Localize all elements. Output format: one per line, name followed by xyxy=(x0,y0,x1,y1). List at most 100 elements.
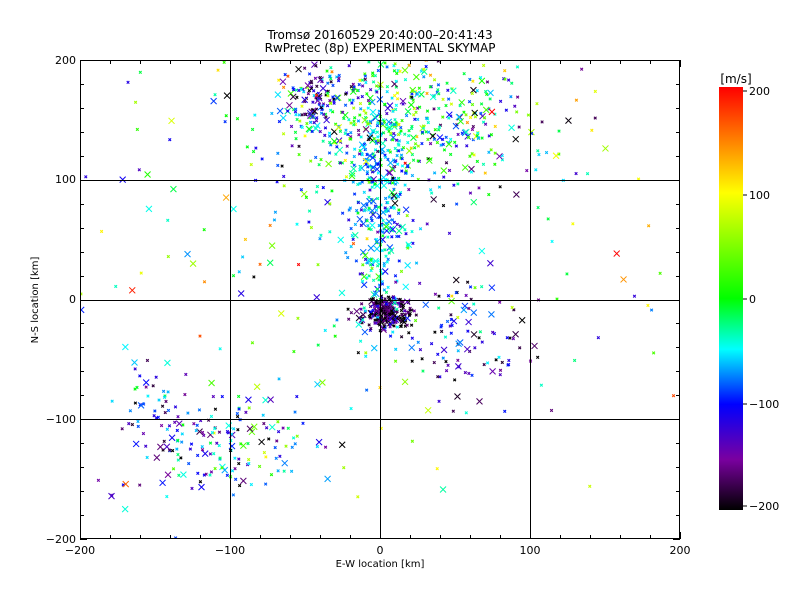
data-point xyxy=(404,261,412,269)
data-point xyxy=(133,401,138,405)
data-point xyxy=(222,60,226,65)
data-point xyxy=(300,190,308,198)
data-point xyxy=(325,160,332,168)
data-point xyxy=(447,116,451,120)
data-point xyxy=(333,334,337,338)
data-point xyxy=(122,343,129,351)
data-point xyxy=(391,176,395,180)
data-point xyxy=(352,163,356,167)
data-point xyxy=(121,505,129,513)
data-point xyxy=(280,164,284,168)
data-point xyxy=(395,97,400,101)
data-point xyxy=(338,161,343,165)
data-point xyxy=(142,379,150,386)
data-point xyxy=(507,358,511,363)
data-point xyxy=(366,134,374,142)
data-point xyxy=(408,344,416,352)
data-point xyxy=(405,323,409,327)
data-point xyxy=(410,89,415,94)
y-tick-label: −100 xyxy=(46,413,76,426)
data-point xyxy=(415,92,419,96)
data-point xyxy=(426,120,431,125)
data-point xyxy=(338,129,343,134)
data-point xyxy=(432,137,437,142)
data-point xyxy=(405,163,410,168)
data-point xyxy=(171,467,176,471)
data-point xyxy=(370,344,378,352)
data-point xyxy=(424,64,428,69)
data-point xyxy=(175,447,179,451)
data-point xyxy=(202,433,206,438)
data-point xyxy=(176,438,180,442)
data-point xyxy=(491,330,495,335)
data-point xyxy=(307,220,311,224)
data-point xyxy=(133,100,138,104)
data-point xyxy=(372,305,377,309)
data-point xyxy=(216,68,220,72)
data-point xyxy=(356,211,360,215)
data-point xyxy=(390,181,395,185)
data-point xyxy=(482,115,487,120)
data-point xyxy=(294,112,298,117)
data-point xyxy=(388,334,393,338)
data-point xyxy=(195,423,199,428)
data-point xyxy=(395,162,400,166)
data-point xyxy=(489,133,494,137)
data-point xyxy=(480,340,484,344)
data-point xyxy=(368,309,373,314)
data-point xyxy=(403,298,411,306)
data-point xyxy=(154,375,158,379)
data-point xyxy=(306,92,311,96)
data-point xyxy=(397,259,401,263)
data-point xyxy=(512,135,520,143)
data-point xyxy=(392,131,396,136)
data-point xyxy=(295,95,299,99)
data-point xyxy=(231,273,236,278)
data-point xyxy=(391,330,395,334)
data-point xyxy=(432,171,437,175)
data-point xyxy=(425,157,433,164)
data-point xyxy=(151,384,155,388)
data-point xyxy=(298,119,302,123)
data-point xyxy=(136,424,140,429)
data-point xyxy=(399,125,403,130)
data-point xyxy=(197,408,202,412)
data-point xyxy=(200,430,205,435)
data-point xyxy=(401,303,406,307)
data-point xyxy=(407,313,412,317)
data-point xyxy=(364,162,368,167)
data-point xyxy=(286,426,290,430)
data-point xyxy=(356,351,361,355)
data-point xyxy=(386,148,390,153)
data-point xyxy=(360,202,368,209)
data-point xyxy=(383,311,388,316)
data-point xyxy=(337,73,341,78)
y-tick-label: −200 xyxy=(46,533,76,546)
data-point xyxy=(437,399,441,404)
data-point xyxy=(237,290,245,297)
data-point xyxy=(368,304,373,309)
data-point xyxy=(420,68,428,75)
data-point xyxy=(503,77,507,81)
data-point xyxy=(322,112,326,117)
data-point xyxy=(396,149,401,153)
y-tick-labels: −200 −100 0 100 200 xyxy=(46,54,76,546)
data-point xyxy=(365,92,369,96)
data-point xyxy=(365,170,370,174)
data-point xyxy=(376,96,384,103)
data-point xyxy=(361,328,369,336)
data-point xyxy=(383,61,387,65)
data-point xyxy=(368,119,373,124)
data-point xyxy=(383,155,388,159)
data-point xyxy=(324,115,328,119)
data-point xyxy=(444,103,448,108)
data-point xyxy=(432,94,436,98)
data-point xyxy=(326,81,330,85)
data-point xyxy=(293,130,298,134)
data-point xyxy=(352,119,356,124)
data-point xyxy=(267,437,271,441)
data-point xyxy=(319,233,323,237)
data-point xyxy=(188,447,193,451)
data-point xyxy=(401,102,405,106)
data-point xyxy=(128,409,133,413)
